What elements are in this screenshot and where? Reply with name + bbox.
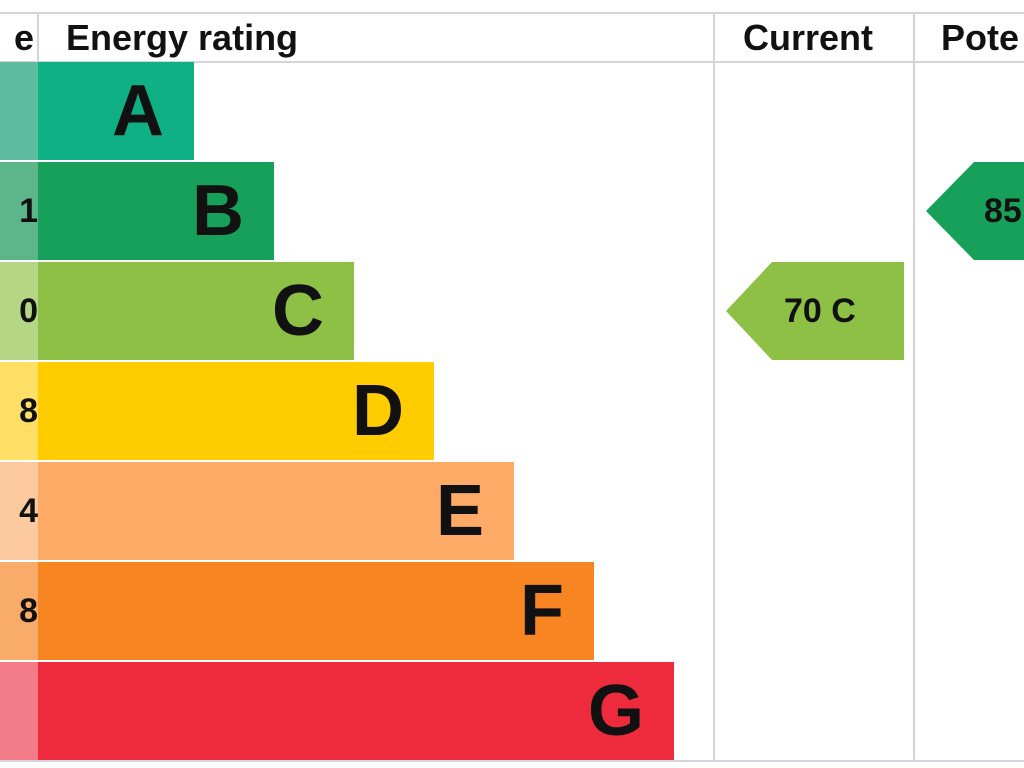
- band-letter: E: [435, 471, 484, 551]
- band-letter: D: [352, 371, 404, 451]
- band-bar-b: B: [38, 162, 274, 260]
- band-bar-a: A: [38, 62, 194, 160]
- top-border: [0, 12, 1024, 14]
- band-score-a: [0, 62, 38, 160]
- band-letter: A: [112, 71, 164, 151]
- band-score-f: 8: [0, 562, 38, 660]
- band-score-d: 8: [0, 362, 38, 460]
- current-header: Current: [743, 17, 874, 58]
- band-bar-d: D: [38, 362, 434, 460]
- band-letter: B: [192, 171, 244, 251]
- bottom-border: [0, 760, 1024, 762]
- band-bar-g: G: [38, 662, 674, 760]
- potential-header: Pote: [941, 17, 1020, 58]
- current-divider: [713, 12, 715, 762]
- band-score-c: 0: [0, 262, 38, 360]
- band-score-g: [0, 662, 38, 760]
- band-bar-c: C: [38, 262, 354, 360]
- current-rating-label: 70 C: [784, 292, 856, 330]
- potential-divider: [913, 12, 915, 762]
- score-divider: [37, 12, 39, 62]
- band-letter: C: [272, 271, 324, 351]
- band-score-e: 4: [0, 462, 38, 560]
- band-bar-f: F: [38, 562, 594, 660]
- potential-rating-label: 85: [984, 192, 1022, 230]
- score-header: e: [13, 17, 34, 58]
- energy-rating-header: Energy rating: [66, 17, 299, 58]
- band-bar-e: E: [38, 462, 514, 560]
- band-letter: G: [587, 671, 644, 751]
- band-letter: F: [520, 571, 564, 651]
- band-score-b: 1: [0, 162, 38, 260]
- header-divider: [0, 61, 1024, 63]
